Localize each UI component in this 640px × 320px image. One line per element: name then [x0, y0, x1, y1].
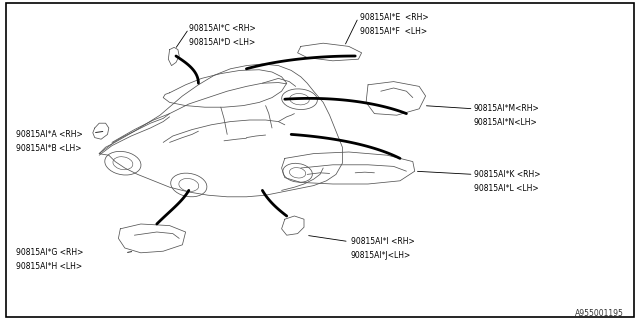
- Text: 90815AI*L <LH>: 90815AI*L <LH>: [474, 184, 538, 193]
- Text: 90815AI*G <RH>: 90815AI*G <RH>: [16, 248, 83, 257]
- Text: 90815AI*E  <RH>: 90815AI*E <RH>: [360, 13, 429, 22]
- Text: 90815AI*D <LH>: 90815AI*D <LH>: [189, 38, 255, 47]
- Text: 90815AI*K <RH>: 90815AI*K <RH>: [474, 170, 540, 179]
- Text: 90815AI*J<LH>: 90815AI*J<LH>: [351, 251, 411, 260]
- Text: 90815AI*F  <LH>: 90815AI*F <LH>: [360, 27, 428, 36]
- Text: 90815AI*M<RH>: 90815AI*M<RH>: [474, 104, 540, 113]
- Text: 90815AI*H <LH>: 90815AI*H <LH>: [16, 262, 82, 271]
- Text: 90815AI*I <RH>: 90815AI*I <RH>: [351, 237, 415, 246]
- Text: 90815AI*B <LH>: 90815AI*B <LH>: [16, 144, 81, 153]
- Text: 90815AI*N<LH>: 90815AI*N<LH>: [474, 118, 538, 127]
- Text: 90815AI*A <RH>: 90815AI*A <RH>: [16, 130, 83, 139]
- Text: A955001195: A955001195: [575, 309, 624, 318]
- Text: 90815AI*C <RH>: 90815AI*C <RH>: [189, 24, 255, 33]
